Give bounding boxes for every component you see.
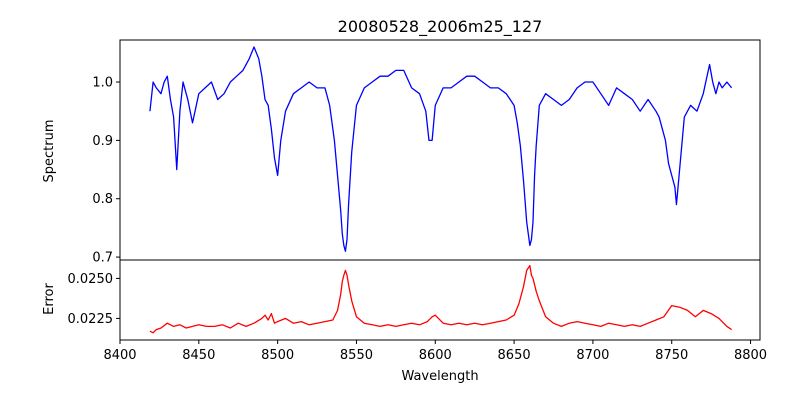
- error-series-line: [149, 264, 732, 334]
- y-tick-label-spectrum: 0.7: [92, 251, 113, 266]
- y-tick-label-spectrum: 0.9: [92, 134, 113, 149]
- y-axis-label-error: Error: [42, 283, 57, 315]
- x-axis-label: Wavelength: [401, 369, 478, 384]
- y-tick-label-spectrum: 0.8: [92, 192, 113, 207]
- x-tick-label: 8650: [498, 348, 531, 363]
- error-plot-frame: [119, 259, 761, 341]
- x-tick-label: 8450: [182, 348, 215, 363]
- y-ticks-error: 0.0225 0.0250: [68, 272, 120, 327]
- y-ticks-spectrum: 0.7 0.8 0.9 1.0: [92, 76, 120, 266]
- y-tick-label-error: 0.0225: [68, 312, 114, 327]
- x-tick-label: 8600: [419, 348, 452, 363]
- x-tick-label: 8500: [261, 348, 294, 363]
- y-tick-label-error: 0.0250: [68, 272, 114, 287]
- x-ticks-wavelength: 8400 8450 8500 8550 8600 8650 8700 8750 8800: [103, 340, 767, 363]
- x-tick-label: 8800: [734, 348, 767, 363]
- error-series: [149, 264, 732, 334]
- x-tick-label: 8700: [576, 348, 609, 363]
- x-tick-label: 8750: [655, 348, 688, 363]
- spectrum-series: [149, 46, 733, 252]
- x-tick-label: 8550: [340, 348, 373, 363]
- y-axis-label-spectrum: Spectrum: [42, 120, 57, 183]
- spectrum-panel: 20080528_2006m25_127 Spectrum 0.7 0.8 0.9 1…: [42, 17, 761, 266]
- x-tick-label: 8400: [103, 348, 136, 363]
- y-tick-label-spectrum: 1.0: [92, 76, 113, 91]
- spectrum-series-line: [149, 46, 733, 252]
- chart-title: 20080528_2006m25_127: [338, 17, 543, 37]
